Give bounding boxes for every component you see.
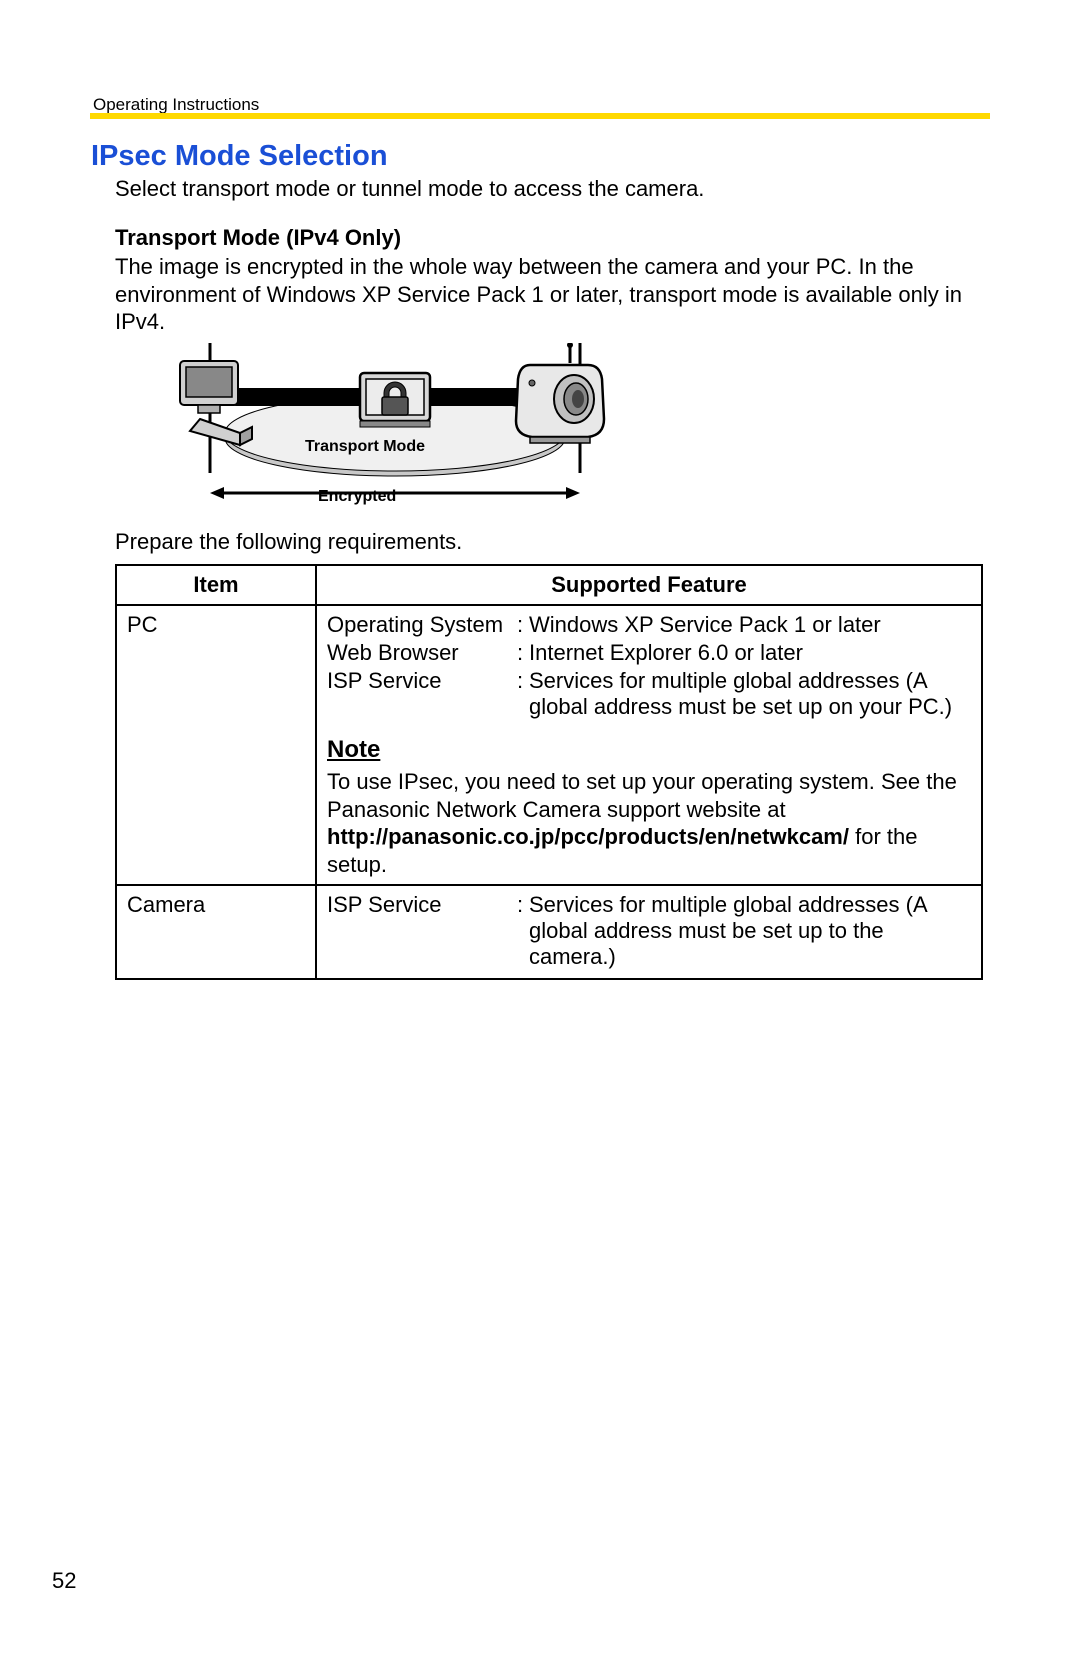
feat-label: Web Browser	[327, 640, 517, 666]
transport-mode-body: The image is encrypted in the whole way …	[115, 253, 985, 336]
feat-value: Services for multiple global addresses (…	[529, 668, 971, 720]
diagram-encrypted-label: Encrypted	[318, 488, 396, 506]
col-header-item: Item	[116, 565, 316, 605]
feat-label: ISP Service	[327, 892, 517, 970]
feat-label: Operating System	[327, 612, 517, 638]
colon: :	[517, 892, 529, 970]
cell-feature-pc: Operating System : Windows XP Service Pa…	[316, 605, 982, 885]
feat-label: ISP Service	[327, 668, 517, 720]
intro-text: Select transport mode or tunnel mode to …	[115, 176, 704, 202]
feat-value: Services for multiple global addresses (…	[529, 892, 971, 970]
note-heading: Note	[327, 736, 971, 764]
cell-item-pc: PC	[116, 605, 316, 885]
header-divider	[90, 113, 990, 119]
cell-feature-camera: ISP Service : Services for multiple glob…	[316, 885, 982, 979]
section-title: IPsec Mode Selection	[91, 140, 388, 173]
lock-icon	[360, 373, 430, 427]
table-header-row: Item Supported Feature	[116, 565, 982, 605]
note-body: To use IPsec, you need to set up your op…	[327, 768, 971, 878]
colon: :	[517, 668, 529, 720]
prepare-text: Prepare the following requirements.	[115, 529, 462, 555]
col-header-feature: Supported Feature	[316, 565, 982, 605]
page-number: 52	[52, 1568, 76, 1594]
colon: :	[517, 640, 529, 666]
feat-value: Internet Explorer 6.0 or later	[529, 640, 971, 666]
requirements-table: Item Supported Feature PC Operating Syst…	[115, 564, 983, 980]
feat-value: Windows XP Service Pack 1 or later	[529, 612, 971, 638]
header-label: Operating Instructions	[93, 95, 259, 115]
diagram-mode-label: Transport Mode	[300, 438, 430, 456]
note-url: http://panasonic.co.jp/pcc/products/en/n…	[327, 824, 849, 849]
transport-mode-heading: Transport Mode (IPv4 Only)	[115, 225, 401, 251]
cell-item-camera: Camera	[116, 885, 316, 979]
camera-icon	[516, 343, 604, 443]
colon: :	[517, 612, 529, 638]
note-pre: To use IPsec, you need to set up your op…	[327, 769, 957, 822]
table-row: PC Operating System : Windows XP Service…	[116, 605, 982, 885]
table-row: Camera ISP Service : Services for multip…	[116, 885, 982, 979]
